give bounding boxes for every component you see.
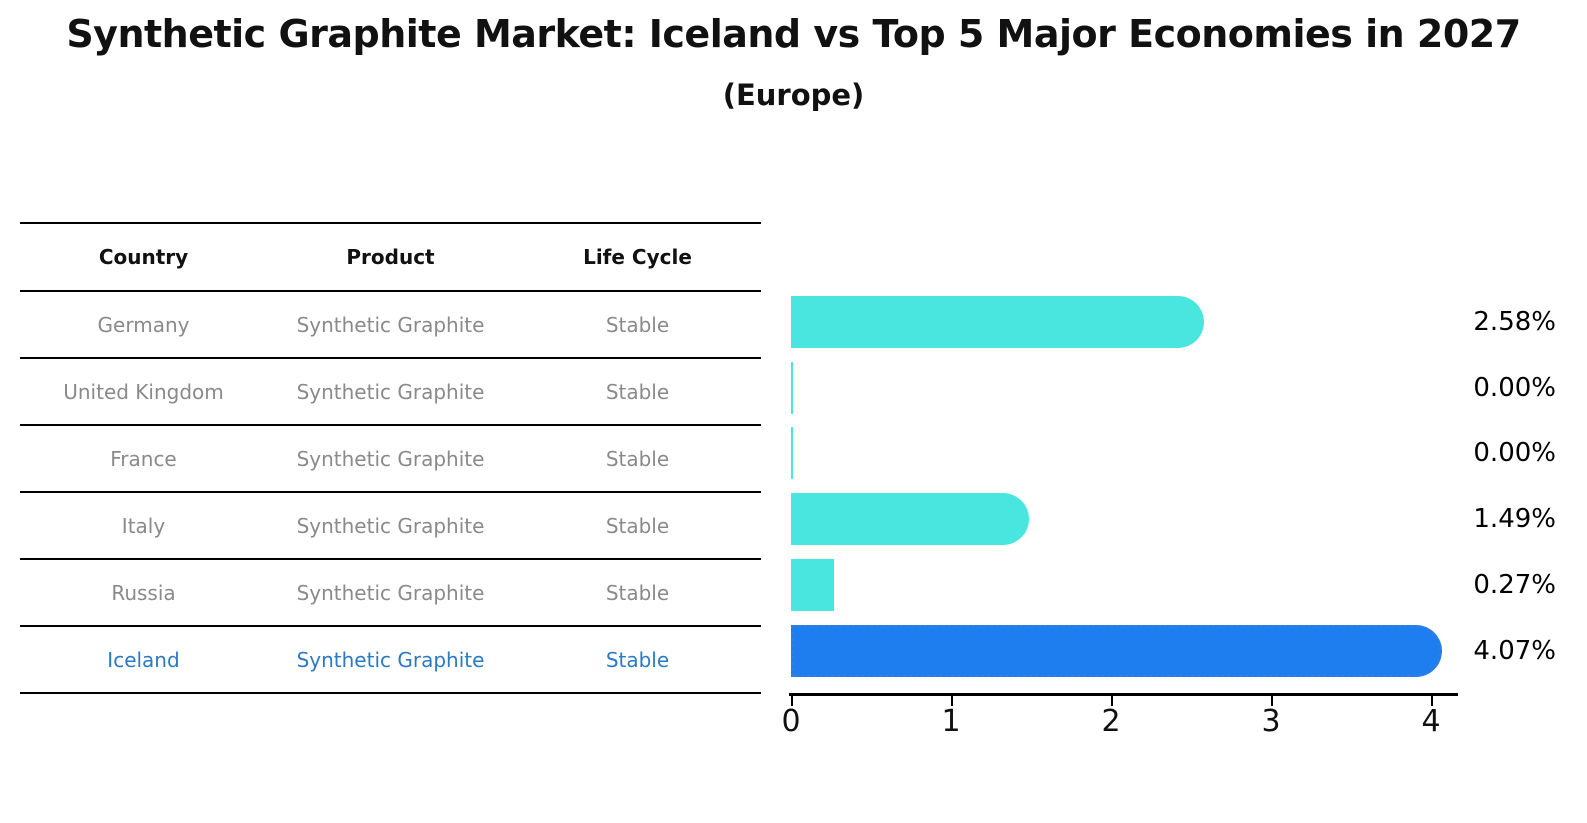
table-cell: Italy: [20, 492, 267, 560]
x-axis-line: [789, 693, 1458, 696]
table-cell: Synthetic Graphite: [267, 358, 514, 426]
table-cell: Russia: [20, 559, 267, 627]
table-cell: Iceland: [20, 626, 267, 694]
x-axis-tick-label: 3: [1261, 704, 1281, 739]
chart-title: Synthetic Graphite Market: Iceland vs To…: [66, 12, 1521, 56]
table-cell: Germany: [20, 291, 267, 359]
table-row: Russia Synthetic Graphite Stable: [20, 559, 761, 627]
table-cell: Stable: [514, 425, 761, 493]
table-cell: Synthetic Graphite: [267, 626, 514, 694]
bar-france: [791, 427, 793, 480]
bar-value-label: 0.27%: [1473, 569, 1556, 600]
country-table: Country Product Life Cycle Germany Synthe…: [20, 222, 761, 694]
x-axis-tick-mark: [1111, 696, 1113, 706]
bar-value-label: 2.58%: [1473, 307, 1556, 337]
x-axis-tick-label: 2: [1101, 704, 1121, 739]
table-row: Italy Synthetic Graphite Stable: [20, 492, 761, 560]
table-row: France Synthetic Graphite Stable: [20, 425, 761, 493]
table-cell: Stable: [514, 559, 761, 627]
column-header-life-cycle: Life Cycle: [514, 222, 761, 292]
x-axis-tick-mark: [1271, 696, 1273, 706]
table-cell: Stable: [514, 626, 761, 694]
x-axis-tick-label: 4: [1421, 704, 1441, 739]
bar-russia: [791, 558, 834, 611]
table-cell: Stable: [514, 291, 761, 359]
bar-value-label: 0.00%: [1473, 438, 1556, 469]
table-body: Germany Synthetic Graphite Stable United Ki…: [20, 291, 761, 694]
x-axis-tick-mark: [951, 696, 953, 706]
bar-value-label: 4.07%: [1473, 635, 1556, 666]
x-axis-tick-label: 0: [781, 704, 801, 739]
table-row: Iceland Synthetic Graphite Stable: [20, 626, 761, 694]
table-cell: Synthetic Graphite: [267, 291, 514, 359]
bar-iceland: [791, 624, 1442, 677]
table-header-row: Country Product Life Cycle: [20, 222, 761, 292]
table-cell: Stable: [514, 492, 761, 560]
table-cell: Synthetic Graphite: [267, 559, 514, 627]
column-header-country: Country: [20, 222, 267, 292]
bar-value-label: 1.49%: [1473, 504, 1556, 535]
bar-italy: [791, 493, 1029, 546]
table-row: United Kingdom Synthetic Graphite Stable: [20, 358, 761, 426]
table-cell: United Kingdom: [20, 358, 267, 426]
x-axis-tick-mark: [791, 696, 793, 706]
bar-value-label: 0.00%: [1473, 372, 1556, 403]
x-axis-tick-mark: [1431, 696, 1433, 706]
table-cell: Synthetic Graphite: [267, 425, 514, 493]
bar-united-kingdom: [791, 361, 793, 414]
column-header-product: Product: [267, 222, 514, 292]
table-row: Germany Synthetic Graphite Stable: [20, 291, 761, 359]
bar-germany: [791, 296, 1204, 348]
table-cell: Stable: [514, 358, 761, 426]
table-cell: France: [20, 425, 267, 493]
x-axis-tick-label: 1: [941, 704, 961, 739]
table-cell: Synthetic Graphite: [267, 492, 514, 560]
chart-subtitle: (Europe): [722, 78, 865, 112]
